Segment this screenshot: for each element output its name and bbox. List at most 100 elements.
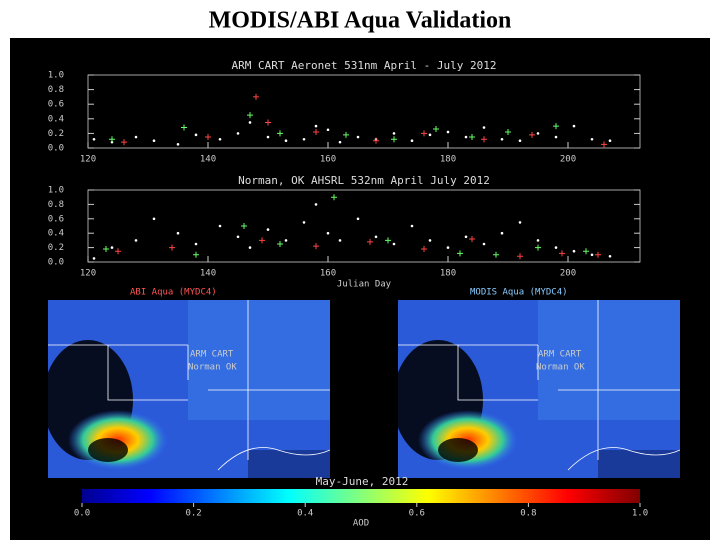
plus-point bbox=[457, 250, 463, 257]
point bbox=[464, 235, 468, 239]
map-site: ARM CART bbox=[538, 350, 582, 360]
plus-point bbox=[433, 126, 439, 133]
y-tick-label: 0.2 bbox=[48, 243, 64, 253]
map-title: ABI Aqua (MYDC4) bbox=[130, 288, 217, 298]
point bbox=[518, 139, 522, 142]
point bbox=[608, 254, 612, 258]
plus-point bbox=[421, 246, 427, 253]
point bbox=[572, 124, 576, 128]
point bbox=[374, 235, 378, 239]
map-modis bbox=[392, 299, 681, 479]
y-tick-label: 0.8 bbox=[48, 85, 64, 95]
y-tick-label: 0.4 bbox=[48, 114, 64, 124]
plot-frame bbox=[87, 189, 641, 263]
colorbar-tick-label: 0.8 bbox=[520, 509, 536, 519]
plus-point bbox=[385, 237, 391, 244]
point bbox=[248, 121, 252, 124]
y-tick-label: 0.8 bbox=[48, 200, 64, 210]
plus-point bbox=[241, 223, 247, 229]
plus-point bbox=[535, 244, 541, 251]
point bbox=[236, 132, 240, 135]
point bbox=[338, 140, 342, 144]
plus-point bbox=[367, 238, 373, 245]
colorbar bbox=[82, 489, 640, 503]
colorbar-label: AOD bbox=[353, 519, 369, 529]
x-tick-label: 140 bbox=[200, 155, 216, 165]
plus-point bbox=[247, 112, 253, 119]
x-tick-label: 180 bbox=[440, 269, 456, 279]
plus-point bbox=[529, 131, 535, 138]
x-tick-label: 200 bbox=[560, 155, 576, 165]
point bbox=[218, 224, 222, 228]
point bbox=[572, 249, 576, 253]
point bbox=[590, 253, 594, 257]
point bbox=[134, 239, 138, 242]
point bbox=[152, 139, 156, 142]
point bbox=[410, 139, 414, 142]
plus-point bbox=[265, 119, 271, 126]
y-tick-label: 1.0 bbox=[48, 186, 64, 196]
plus-point bbox=[109, 136, 115, 143]
slide-title: MODIS/ABI Aqua Validation bbox=[209, 8, 512, 34]
point bbox=[500, 231, 504, 235]
colorbar-tick-label: 0.4 bbox=[297, 509, 313, 519]
point bbox=[284, 139, 288, 142]
point bbox=[194, 133, 198, 137]
point bbox=[554, 135, 558, 139]
plus-point bbox=[331, 194, 337, 201]
point bbox=[326, 231, 330, 235]
map-site: Norman OK bbox=[188, 363, 237, 373]
point bbox=[248, 246, 252, 249]
plus-point bbox=[277, 241, 283, 247]
point bbox=[284, 239, 288, 242]
plus-point bbox=[391, 136, 397, 143]
point bbox=[314, 124, 318, 128]
x-tick-label: 120 bbox=[80, 269, 96, 279]
y-tick-label: 0.0 bbox=[48, 144, 64, 154]
period-label: May-June, 2012 bbox=[316, 475, 409, 488]
point bbox=[536, 239, 540, 242]
plus-point bbox=[277, 130, 283, 137]
y-tick-label: 0.4 bbox=[48, 229, 64, 239]
point bbox=[326, 128, 330, 132]
point bbox=[176, 231, 180, 235]
map-title: MODIS Aqua (MYDC4) bbox=[470, 288, 568, 298]
point bbox=[314, 203, 318, 206]
point bbox=[92, 257, 96, 260]
point bbox=[194, 242, 198, 246]
map-site: ARM CART bbox=[190, 350, 234, 360]
x-tick-label: 160 bbox=[320, 269, 336, 279]
point bbox=[482, 242, 486, 246]
point bbox=[608, 139, 612, 142]
colorbar-tick-label: 0.0 bbox=[74, 509, 90, 519]
plus-point bbox=[601, 141, 607, 148]
point bbox=[428, 133, 432, 137]
x-axis-label: Julian Day bbox=[337, 280, 392, 290]
plus-point bbox=[559, 250, 565, 257]
point bbox=[518, 221, 522, 224]
plus-point bbox=[103, 246, 109, 253]
plus-point bbox=[253, 93, 259, 100]
plot-frame bbox=[87, 74, 641, 149]
plus-point bbox=[469, 235, 475, 242]
plus-point bbox=[469, 134, 475, 141]
colorbar-tick-label: 1.0 bbox=[632, 509, 648, 519]
plus-point bbox=[517, 253, 523, 260]
point bbox=[266, 228, 270, 231]
plus-point bbox=[259, 237, 265, 244]
point bbox=[218, 137, 222, 141]
chart-title: ARM CART Aeronet 531nm April - July 2012 bbox=[232, 59, 497, 72]
y-tick-label: 1.0 bbox=[48, 71, 64, 81]
plus-point bbox=[421, 130, 427, 137]
plus-point bbox=[193, 251, 199, 258]
x-tick-label: 180 bbox=[440, 155, 456, 165]
y-tick-label: 0.6 bbox=[48, 100, 64, 110]
point bbox=[554, 246, 558, 249]
plus-point bbox=[481, 136, 487, 143]
plus-point bbox=[169, 244, 175, 251]
map-site: Norman OK bbox=[536, 363, 585, 373]
point bbox=[92, 137, 96, 141]
plus-point bbox=[313, 128, 319, 135]
point bbox=[428, 239, 432, 242]
